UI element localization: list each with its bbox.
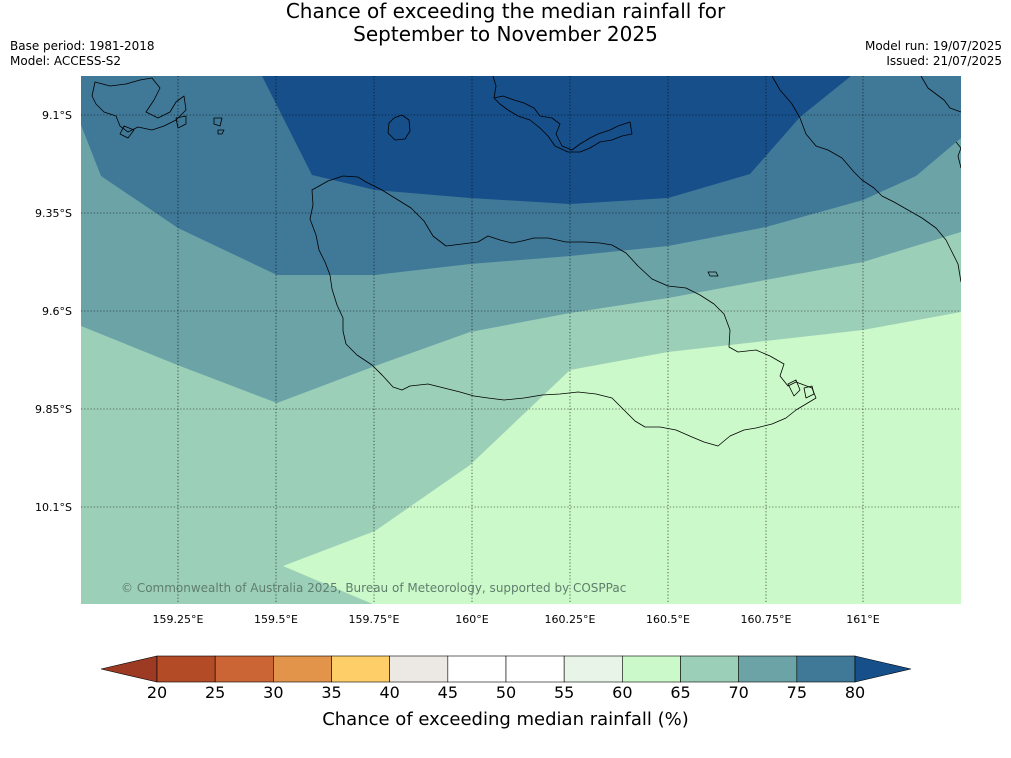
malaita-east-coastline bbox=[955, 141, 961, 169]
copyright-text: © Commonwealth of Australia 2025, Bureau… bbox=[121, 581, 626, 595]
lat-label: 10.1°S bbox=[35, 501, 72, 514]
colorbar-ticks: 20 25 30 35 40 45 50 55 60 65 70 75 80 bbox=[0, 683, 1011, 705]
title-line-2: September to November 2025 bbox=[353, 22, 658, 46]
model-run-text: Model run: 19/07/2025 bbox=[864, 39, 1002, 53]
colorbar-tick-label: 20 bbox=[146, 683, 168, 702]
colorbar-segment bbox=[389, 655, 449, 683]
colorbar-segment bbox=[622, 655, 681, 683]
colorbar-tick-label: 25 bbox=[204, 683, 226, 702]
map-plot-area: © Commonwealth of Australia 2025, Bureau… bbox=[81, 76, 961, 604]
colorbar-segment bbox=[447, 655, 507, 683]
colorbar-tick-label: 40 bbox=[379, 683, 400, 702]
guadalcanal-coastline bbox=[309, 175, 817, 447]
colorbar-segment bbox=[680, 655, 739, 683]
lon-labels: 159.25°E 159.5°E 159.75°E 160°E 160.25°E… bbox=[153, 613, 880, 626]
colorbar-tick-label: 60 bbox=[612, 683, 633, 702]
malaita-coastline bbox=[771, 76, 961, 283]
lat-label: 9.85°S bbox=[35, 403, 72, 416]
marau-sound-islets bbox=[787, 379, 815, 399]
lat-labels: 9.1°S 9.35°S 9.6°S 9.85°S 10.1°S bbox=[35, 109, 72, 514]
colorbar-tick-label: 30 bbox=[263, 683, 284, 702]
model-text: Model: ACCESS-S2 bbox=[10, 54, 122, 68]
nggela-islet-coastline bbox=[707, 271, 719, 277]
lon-label: 160°E bbox=[455, 613, 488, 626]
colorbar-tick-label: 35 bbox=[321, 683, 342, 702]
graticule bbox=[81, 76, 961, 604]
colorbar-segment bbox=[563, 655, 623, 683]
florida-islands-coastline bbox=[492, 76, 633, 153]
colorbar-segment bbox=[505, 655, 565, 683]
lon-label: 160.75°E bbox=[741, 613, 792, 626]
lon-label: 159.5°E bbox=[254, 613, 298, 626]
meta-left: Base period: 1981-2018 Model: ACCESS-S2 bbox=[10, 39, 155, 69]
lat-label: 9.1°S bbox=[42, 109, 72, 122]
title-line-1: Chance of exceeding the median rainfall … bbox=[285, 0, 726, 23]
colorbar-label: Chance of exceeding median rainfall (%) bbox=[322, 709, 689, 730]
lon-label: 159.25°E bbox=[153, 613, 204, 626]
colorbar-tick-label: 65 bbox=[670, 683, 691, 702]
lat-label: 9.35°S bbox=[35, 207, 72, 220]
lon-label: 159.75°E bbox=[349, 613, 400, 626]
colorbar-tick-label: 80 bbox=[844, 683, 866, 702]
lon-label: 161°E bbox=[846, 613, 879, 626]
map-title: Chance of exceeding the median rainfall … bbox=[0, 0, 1011, 46]
colorbar-tick-label: 55 bbox=[553, 683, 575, 702]
issued-text: Issued: 21/07/2025 bbox=[886, 54, 1002, 68]
russell-islets-coastline bbox=[119, 115, 225, 139]
meta-right: Model run: 19/07/2025 Issued: 21/07/2025 bbox=[865, 39, 1002, 69]
savo-island-coastline bbox=[387, 114, 411, 141]
russell-islands-coastline bbox=[91, 77, 187, 133]
lon-label: 160.25°E bbox=[545, 613, 596, 626]
colorbar bbox=[100, 655, 912, 683]
colorbar-tick-label: 75 bbox=[786, 683, 808, 702]
colorbar-segment bbox=[331, 655, 390, 683]
colorbar-segment bbox=[738, 655, 798, 683]
coastlines bbox=[91, 76, 961, 447]
colorbar-extend-low bbox=[100, 655, 158, 683]
lon-label: 160.5°E bbox=[646, 613, 690, 626]
colorbar-segment bbox=[214, 655, 274, 683]
malaita-north-coastline bbox=[920, 76, 961, 113]
colorbar-tick-label: 70 bbox=[728, 683, 749, 702]
band-80-plus bbox=[262, 76, 851, 204]
colorbar-tick-label: 50 bbox=[495, 683, 517, 702]
colorbar-segment bbox=[156, 655, 216, 683]
colorbar-segment bbox=[796, 655, 856, 683]
colorbar-extend-high bbox=[854, 655, 912, 683]
colorbar-segment bbox=[273, 655, 332, 683]
base-period-text: Base period: 1981-2018 bbox=[10, 39, 155, 53]
colorbar-tick-label: 45 bbox=[437, 683, 459, 702]
lat-label: 9.6°S bbox=[42, 305, 72, 318]
